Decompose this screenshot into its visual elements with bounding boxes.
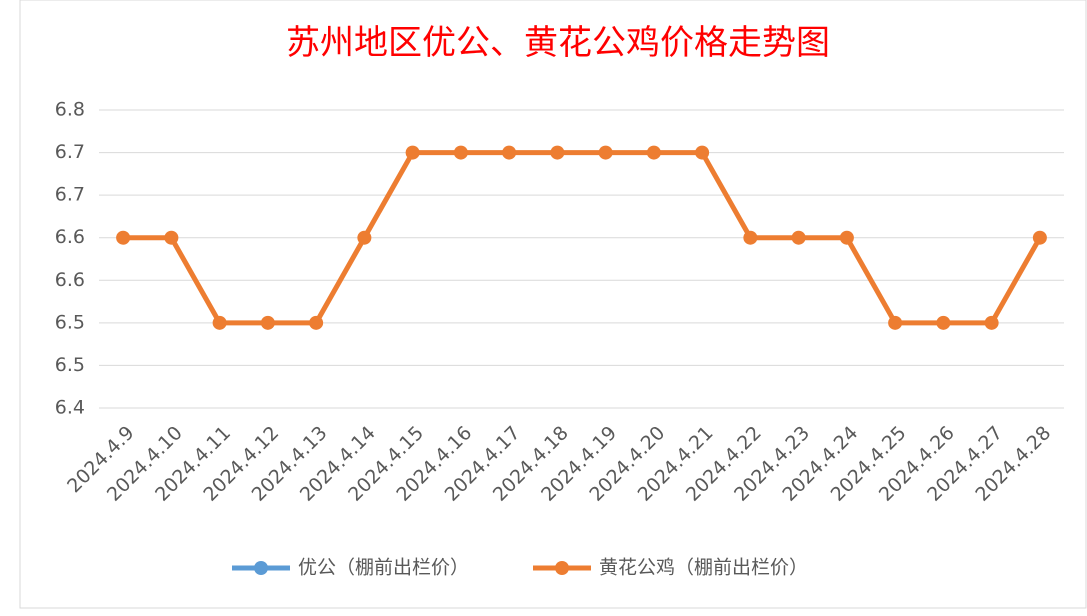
y-tick-label: 6.6 bbox=[55, 269, 85, 291]
data-point bbox=[212, 315, 227, 330]
chart-title: 苏州地区优公、黄花公鸡价格走势图 bbox=[286, 23, 830, 63]
data-point bbox=[888, 315, 903, 330]
chart-frame bbox=[19, 0, 1087, 609]
data-point bbox=[695, 145, 710, 160]
legend-marker bbox=[254, 561, 268, 575]
legend-label: 黄花公鸡（棚前出栏价） bbox=[599, 557, 808, 579]
data-point bbox=[164, 230, 179, 245]
data-point bbox=[550, 145, 565, 160]
data-point bbox=[453, 145, 468, 160]
data-point bbox=[743, 230, 758, 245]
data-point bbox=[646, 145, 661, 160]
y-tick-label: 6.5 bbox=[55, 354, 85, 376]
y-tick-label: 6.7 bbox=[55, 141, 85, 163]
y-tick-label: 6.4 bbox=[55, 397, 85, 419]
data-point bbox=[598, 145, 613, 160]
data-point bbox=[116, 230, 131, 245]
y-tick-label: 6.8 bbox=[55, 99, 85, 121]
data-point bbox=[405, 145, 420, 160]
y-tick-label: 6.6 bbox=[55, 226, 85, 248]
data-point bbox=[839, 230, 854, 245]
data-point bbox=[984, 315, 999, 330]
data-point bbox=[936, 315, 951, 330]
data-point bbox=[1032, 230, 1047, 245]
y-tick-label: 6.7 bbox=[55, 184, 85, 206]
series-line bbox=[123, 150, 1043, 326]
legend-marker bbox=[555, 561, 569, 575]
data-point bbox=[260, 315, 275, 330]
data-point bbox=[791, 230, 806, 245]
data-point bbox=[502, 145, 517, 160]
y-tick-label: 6.5 bbox=[55, 311, 85, 333]
legend-label: 优公（棚前出栏价） bbox=[298, 557, 469, 579]
data-point bbox=[357, 230, 372, 245]
data-point bbox=[309, 315, 324, 330]
